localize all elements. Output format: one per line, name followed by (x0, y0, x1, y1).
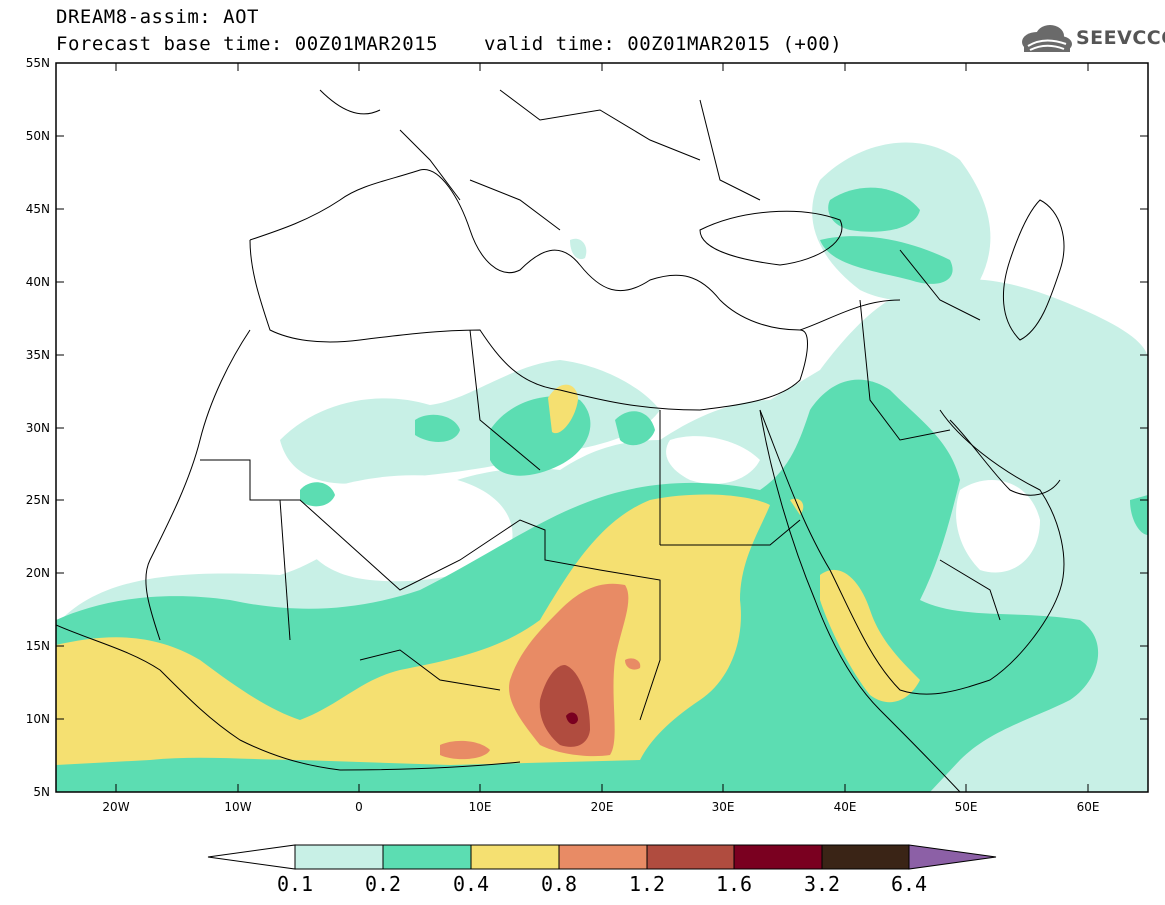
colorbar-swatch (470, 844, 560, 870)
colorbar-label: 6.4 (890, 872, 928, 896)
lat-label: 45N (26, 202, 50, 216)
aot-level-1-2 (539, 665, 590, 747)
lon-label: 10E (469, 800, 492, 814)
colorbar-swatch (382, 844, 472, 870)
colorbar-label: 0.2 (364, 872, 402, 896)
colorbar-swatch (733, 844, 823, 870)
colorbar-swatch (294, 844, 384, 870)
lat-label: 25N (26, 493, 50, 507)
logo-text: SEEVCCC (1076, 27, 1165, 49)
lon-label: 50E (955, 800, 978, 814)
valid-time: valid time: 00Z01MAR2015 (+00) (484, 33, 843, 55)
lon-label: 60E (1077, 800, 1100, 814)
colorbar-label: 1.6 (715, 872, 753, 896)
colorbar-upper-arrow (908, 844, 997, 870)
seevccc-logo: SEEVCCC (1018, 22, 1165, 58)
lat-label: 30N (26, 421, 50, 435)
coastlines (56, 89, 1065, 792)
colorbar-label: 0.8 (540, 872, 578, 896)
colorbar-swatch (646, 844, 735, 870)
map-title: DREAM8-assim: AOT (56, 6, 259, 28)
colorbar-swatch (558, 844, 648, 870)
lat-label: 50N (26, 129, 50, 143)
forecast-base-time: Forecast base time: 00Z01MAR2015 (56, 33, 439, 55)
lon-label: 0 (355, 800, 363, 814)
colorbar-swatch (821, 844, 910, 870)
colorbar-lower-arrow (207, 844, 296, 870)
lat-label: 35N (26, 348, 50, 362)
colorbar (207, 844, 997, 870)
colorbar-label: 3.2 (803, 872, 841, 896)
longitude-axis: 20W 10W 0 10E 20E 30E 40E 50E 60E (102, 63, 1099, 814)
colorbar-label: 1.2 (628, 872, 666, 896)
lon-label: 20E (591, 800, 614, 814)
latitude-axis: 55N 50N 45N 40N 35N 30N 25N 20N 15N 10N … (26, 56, 1148, 799)
lat-label: 5N (33, 785, 50, 799)
colorbar-label: 0.4 (452, 872, 490, 896)
aot-level-1-6 (566, 712, 578, 725)
lat-label: 20N (26, 566, 50, 580)
lon-label: 30E (712, 800, 735, 814)
lon-label: 20W (102, 800, 129, 814)
lat-label: 15N (26, 639, 50, 653)
aot-clear-areas (56, 436, 1040, 582)
lon-label: 10W (224, 800, 251, 814)
forecast-time-line: Forecast base time: 00Z01MAR2015 valid ti… (56, 33, 842, 55)
colorbar-label: 0.1 (276, 872, 314, 896)
lon-label: 40E (834, 800, 857, 814)
lat-label: 55N (26, 56, 50, 70)
lat-label: 40N (26, 275, 50, 289)
cloud-logo-icon (1022, 25, 1072, 52)
lat-label: 10N (26, 712, 50, 726)
